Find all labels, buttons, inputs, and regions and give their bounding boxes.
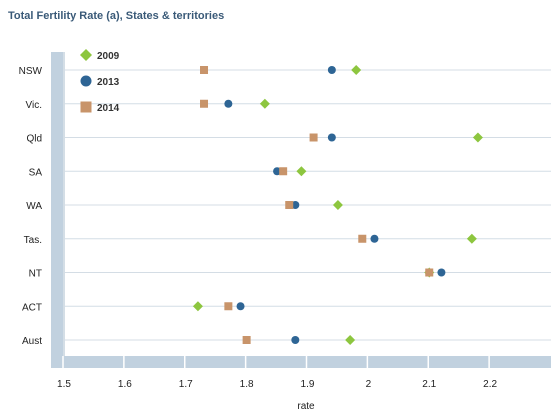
data-point	[345, 335, 356, 345]
y-tick-label: Vic.	[26, 100, 43, 111]
data-point	[291, 336, 300, 344]
x-tick-label: 2.1	[422, 379, 436, 390]
data-point	[192, 301, 203, 312]
data-point	[425, 268, 434, 277]
legend-item-2013[interactable]: 2013	[80, 75, 120, 89]
y-tick-label: Qld	[26, 134, 42, 145]
data-point	[466, 233, 477, 244]
data-point	[309, 133, 318, 142]
data-point	[291, 201, 300, 209]
data-point	[327, 133, 336, 142]
frame-floor	[51, 356, 551, 368]
y-axis-tick-labels: NSW Vic. Qld SA WA Tas. NT ACT Aust	[19, 66, 43, 347]
legend-item-2014[interactable]: 2014	[80, 101, 120, 115]
legend-label: 2013	[97, 77, 120, 88]
legend-label: 2009	[97, 51, 120, 62]
data-point	[437, 268, 446, 277]
data-point	[259, 98, 270, 109]
data-marks	[192, 65, 483, 345]
data-point	[351, 65, 362, 75]
legend-marker	[80, 75, 92, 87]
x-tick-label: 1.6	[118, 379, 132, 390]
y-tick-label: Tas.	[24, 235, 42, 246]
y-tick-label: NT	[29, 269, 42, 280]
data-point	[472, 132, 483, 143]
x-tick-label: 1.8	[240, 379, 254, 390]
y-tick-label: ACT	[22, 302, 42, 313]
legend-marker	[80, 101, 92, 113]
data-point	[332, 200, 343, 210]
data-point	[242, 336, 251, 344]
data-point	[200, 99, 209, 108]
data-point	[296, 166, 307, 177]
series-2013	[224, 66, 446, 344]
legend-label: 2014	[97, 103, 120, 114]
data-point	[279, 167, 288, 176]
plot-frame	[51, 52, 551, 368]
y-tick-label: Aust	[22, 336, 42, 347]
x-tick-label: 1.7	[179, 379, 193, 390]
frame-left-wall	[51, 52, 63, 368]
data-point	[370, 234, 379, 243]
y-tick-label: SA	[29, 167, 43, 178]
x-tick-label: 2	[366, 379, 372, 390]
legend: 2009 2013 2014	[80, 49, 120, 114]
legend-marker	[80, 49, 92, 61]
data-point	[273, 167, 282, 176]
x-tick-label: 1.5	[57, 379, 71, 390]
x-tick-label: 1.9	[301, 379, 315, 390]
category-row-lines	[64, 69, 551, 341]
data-point	[200, 66, 209, 74]
data-point	[236, 302, 245, 311]
series-2014	[200, 66, 434, 344]
data-point	[224, 302, 233, 311]
data-point	[358, 234, 367, 243]
data-point	[224, 99, 233, 108]
y-tick-label: WA	[26, 201, 42, 212]
x-tick-label: 2.2	[483, 379, 497, 390]
data-point	[327, 66, 336, 74]
legend-item-2009[interactable]: 2009	[80, 49, 120, 62]
chart-title: Total Fertility Rate (a), States & terri…	[8, 10, 225, 22]
x-axis-title: rate	[297, 401, 315, 412]
data-point	[285, 201, 294, 209]
x-axis-tick-labels: 1.5 1.6 1.7 1.8 1.9 2 2.1 2.2	[57, 379, 497, 390]
y-tick-label: NSW	[19, 66, 43, 77]
